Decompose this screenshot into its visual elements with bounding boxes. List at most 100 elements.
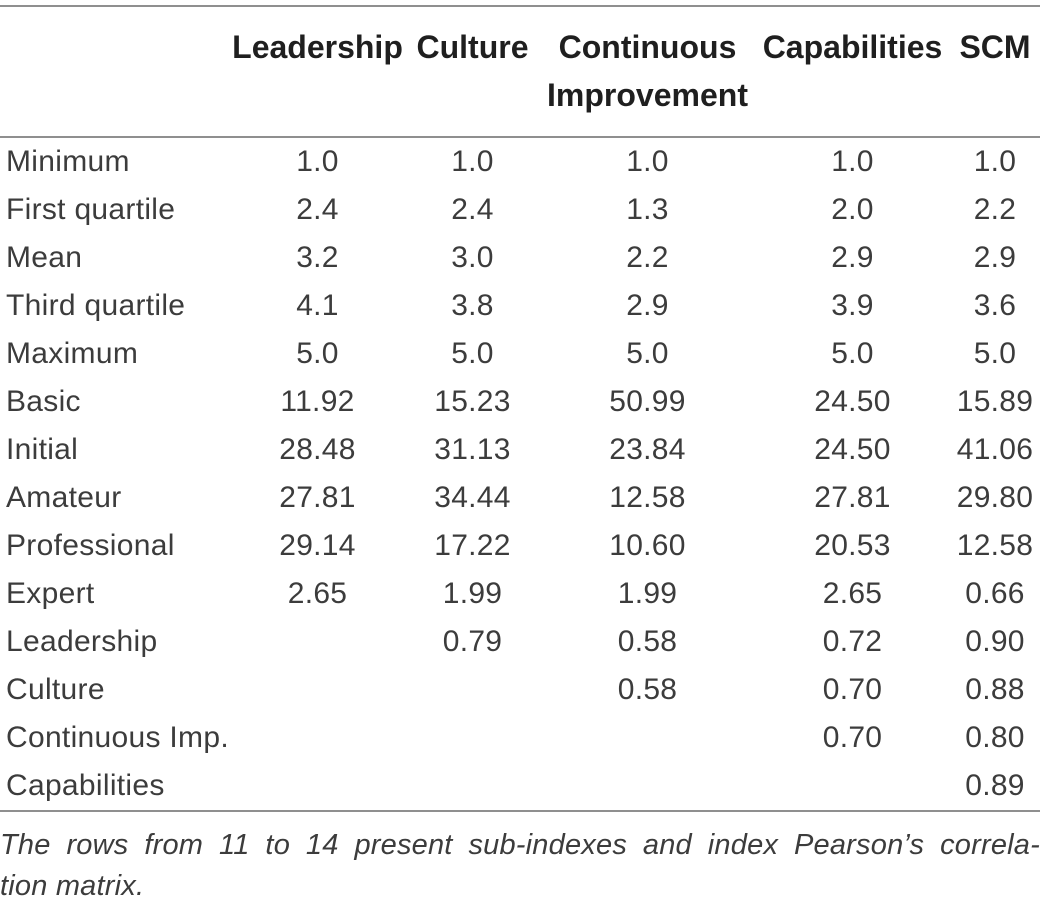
cell-value: 10.60: [609, 529, 686, 562]
table-row-capabilities: Capabilities 0.89: [0, 762, 1040, 811]
cell-value: 0.88: [965, 673, 1025, 706]
cell-value: 1.99: [617, 577, 678, 610]
cell-value: 12.58: [956, 529, 1034, 562]
cell-value: 1.0: [451, 145, 494, 178]
cell-value: 1.0: [296, 145, 339, 178]
cell-value: 31.13: [434, 433, 511, 466]
cell-value: 2.65: [822, 577, 883, 610]
table-row-professional: Professional 29.14 17.22 10.60 20.53 12.…: [0, 522, 1040, 570]
cell-value: 24.50: [814, 385, 891, 418]
table-row-continuous-imp: Continuous Imp. 0.70 0.80: [0, 714, 1040, 762]
cell-value: 0.58: [617, 625, 678, 658]
cell-value: 2.2: [626, 241, 669, 274]
row-label: Maximum: [6, 337, 139, 370]
cell-value: 5.0: [451, 337, 494, 370]
row-label: Mean: [6, 241, 83, 274]
cell-value: 0.72: [822, 625, 883, 658]
cell-value: 17.22: [434, 529, 511, 562]
col-header-empty: [0, 6, 230, 138]
cell-value: 2.2: [973, 193, 1017, 226]
cell-value: 12.58: [609, 481, 686, 514]
cell-value: 0.80: [965, 721, 1025, 754]
cell-value: 34.44: [434, 481, 511, 514]
cell-value: 5.0: [296, 337, 339, 370]
cell-value: 0.79: [442, 625, 503, 658]
cell-value: 29.80: [956, 481, 1034, 514]
cell-value: 2.9: [626, 289, 669, 322]
cell-value: 1.0: [626, 145, 669, 178]
cell-value: 0.89: [965, 769, 1025, 802]
cell-value: 3.0: [451, 241, 494, 274]
cell-value: 2.65: [287, 577, 348, 610]
col-header-leadership: Leadership: [230, 6, 405, 138]
cell-value: [540, 714, 755, 762]
cell-value: 28.48: [279, 433, 356, 466]
cell-value: 1.0: [973, 145, 1017, 178]
footnote-line-1: The rows from 11 to 14 present sub-index…: [0, 829, 1040, 861]
row-label: Expert: [6, 577, 95, 610]
cell-value: 2.4: [296, 193, 339, 226]
cell-value: 15.23: [434, 385, 511, 418]
row-label: Minimum: [6, 145, 130, 178]
footnote-line-2: tion matrix.: [0, 870, 145, 902]
cell-value: 29.14: [279, 529, 356, 562]
col-header-culture: Culture: [405, 6, 540, 138]
table-row-first-quartile: First quartile 2.4 2.4 1.3 2.0 2.2: [0, 186, 1040, 234]
cell-value: 50.99: [609, 385, 686, 418]
cell-value: 3.6: [973, 289, 1017, 322]
row-label: Culture: [6, 673, 105, 706]
col-header-continuous-improvement: Continuous Improvement: [540, 6, 755, 138]
cell-value: 11.92: [280, 385, 355, 418]
table-row-basic: Basic 11.92 15.23 50.99 24.50 15.89: [0, 378, 1040, 426]
table-row-leadership: Leadership 0.79 0.58 0.72 0.90: [0, 618, 1040, 666]
cell-value: 5.0: [831, 337, 874, 370]
col-header-capabilities: Capabilities: [755, 6, 950, 138]
table-footnote: The rows from 11 to 14 present sub-index…: [0, 812, 1040, 907]
col-header-scm: SCM: [950, 6, 1040, 138]
cell-value: 0.90: [965, 625, 1025, 658]
cell-value: 27.81: [279, 481, 356, 514]
row-label: Amateur: [6, 481, 122, 514]
cell-value: 3.9: [831, 289, 874, 322]
statistics-table: Leadership Culture Continuous Improvemen…: [0, 5, 1040, 812]
row-label: First quartile: [6, 193, 176, 226]
header-row: Leadership Culture Continuous Improvemen…: [0, 6, 1040, 138]
table-row-amateur: Amateur 27.81 34.44 12.58 27.81 29.80: [0, 474, 1040, 522]
cell-value: [230, 666, 405, 714]
cell-value: 0.58: [617, 673, 678, 706]
row-label: Capabilities: [6, 769, 165, 802]
cell-value: 3.8: [451, 289, 494, 322]
cell-value: 1.99: [442, 577, 503, 610]
row-label: Initial: [6, 433, 79, 466]
cell-value: 41.06: [956, 433, 1034, 466]
row-label: Basic: [6, 385, 81, 418]
cell-value: 20.53: [814, 529, 891, 562]
cell-value: 1.3: [626, 193, 669, 226]
cell-value: 5.0: [626, 337, 669, 370]
row-label: Professional: [6, 529, 175, 562]
cell-value: [230, 618, 405, 666]
cell-value: 24.50: [814, 433, 891, 466]
cell-value: 3.2: [296, 241, 339, 274]
table-row-minimum: Minimum 1.0 1.0 1.0 1.0 1.0: [0, 137, 1040, 186]
table-row-culture: Culture 0.58 0.70 0.88: [0, 666, 1040, 714]
cell-value: 0.70: [822, 721, 883, 754]
cell-value: 23.84: [609, 433, 686, 466]
table-row-initial: Initial 28.48 31.13 23.84 24.50 41.06: [0, 426, 1040, 474]
cell-value: 2.9: [831, 241, 874, 274]
cell-value: 5.0: [973, 337, 1017, 370]
cell-value: [230, 714, 405, 762]
cell-value: 2.0: [831, 193, 874, 226]
cell-value: [405, 762, 540, 811]
cell-value: 1.0: [831, 145, 874, 178]
row-label: Third quartile: [6, 289, 186, 322]
cell-value: 0.66: [965, 577, 1025, 610]
cell-value: 0.70: [822, 673, 883, 706]
cell-value: 4.1: [296, 289, 339, 322]
table-row-maximum: Maximum 5.0 5.0 5.0 5.0 5.0: [0, 330, 1040, 378]
row-label: Continuous Imp.: [6, 721, 229, 754]
row-label: Leadership: [6, 625, 158, 658]
table-row-mean: Mean 3.2 3.0 2.2 2.9 2.9: [0, 234, 1040, 282]
cell-value: [405, 666, 540, 714]
